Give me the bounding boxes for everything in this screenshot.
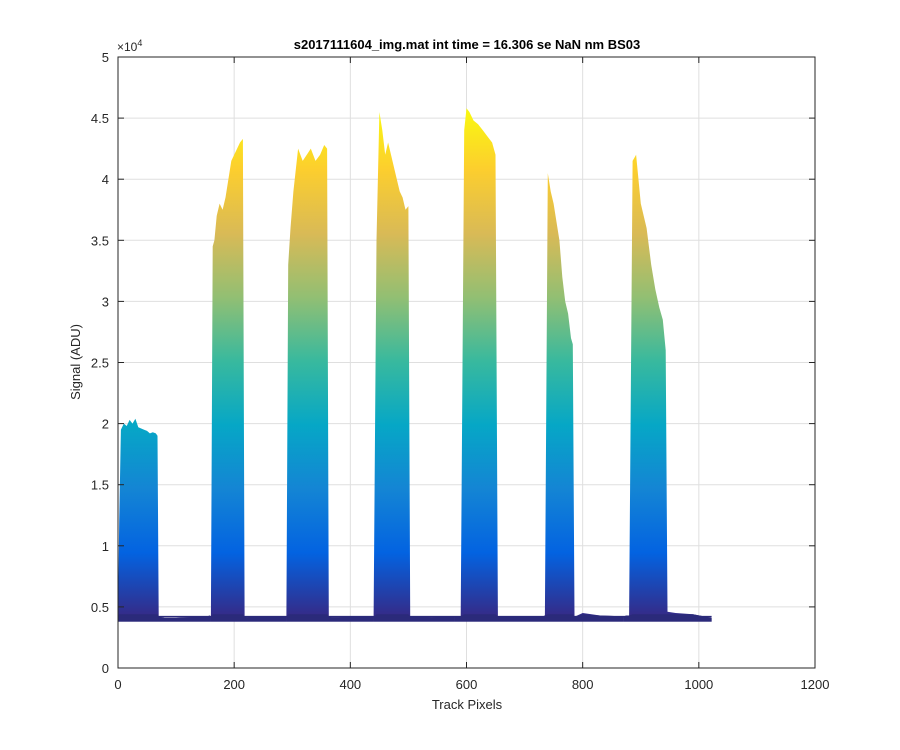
x-tick-label: 1000 xyxy=(684,677,713,692)
signal-areas xyxy=(118,108,712,622)
y-axis-ticks: 0 0.5 1 1.5 2 2.5 3 3.5 4 4.5 5 xyxy=(91,50,815,676)
x-tick-label: 800 xyxy=(572,677,594,692)
x-axis-label: Track Pixels xyxy=(432,697,503,712)
y-tick-label: 3 xyxy=(102,294,109,309)
y-tick-label: 1.5 xyxy=(91,478,109,493)
signal-peak-4 xyxy=(373,112,455,622)
y-tick-label: 4 xyxy=(102,172,109,187)
y-tick-label: 2.5 xyxy=(91,356,109,371)
chart-title: s2017111604_img.mat int time = 16.306 se… xyxy=(294,37,641,52)
x-tick-label: 1200 xyxy=(801,677,830,692)
y-tick-label: 2 xyxy=(102,417,109,432)
y-axis-label: Signal (ADU) xyxy=(68,324,83,400)
signal-peak-2 xyxy=(210,138,287,622)
y-axis-exponent-power: 4 xyxy=(137,38,142,48)
y-tick-label: 4.5 xyxy=(91,111,109,126)
y-axis-exponent-base: ×10 xyxy=(117,40,138,54)
y-tick-label: 3.5 xyxy=(91,233,109,248)
signal-peak-3 xyxy=(286,145,374,622)
signal-peak-5 xyxy=(454,108,542,622)
x-tick-label: 600 xyxy=(456,677,478,692)
x-tick-label: 0 xyxy=(114,677,121,692)
y-tick-label: 0.5 xyxy=(91,600,109,615)
x-tick-label: 400 xyxy=(339,677,361,692)
y-axis-exponent: ×104 xyxy=(117,38,142,54)
y-tick-label: 1 xyxy=(102,539,109,554)
signal-peak-7 xyxy=(623,154,712,622)
signal-peak-1 xyxy=(118,418,211,622)
signal-baseline-7 xyxy=(623,614,712,622)
x-tick-label: 200 xyxy=(223,677,245,692)
x-axis-ticks: 0 200 400 600 800 1000 1200 xyxy=(114,57,829,692)
y-tick-label: 5 xyxy=(102,50,109,65)
y-tick-label: 0 xyxy=(102,661,109,676)
signal-peak-6 xyxy=(542,173,624,622)
